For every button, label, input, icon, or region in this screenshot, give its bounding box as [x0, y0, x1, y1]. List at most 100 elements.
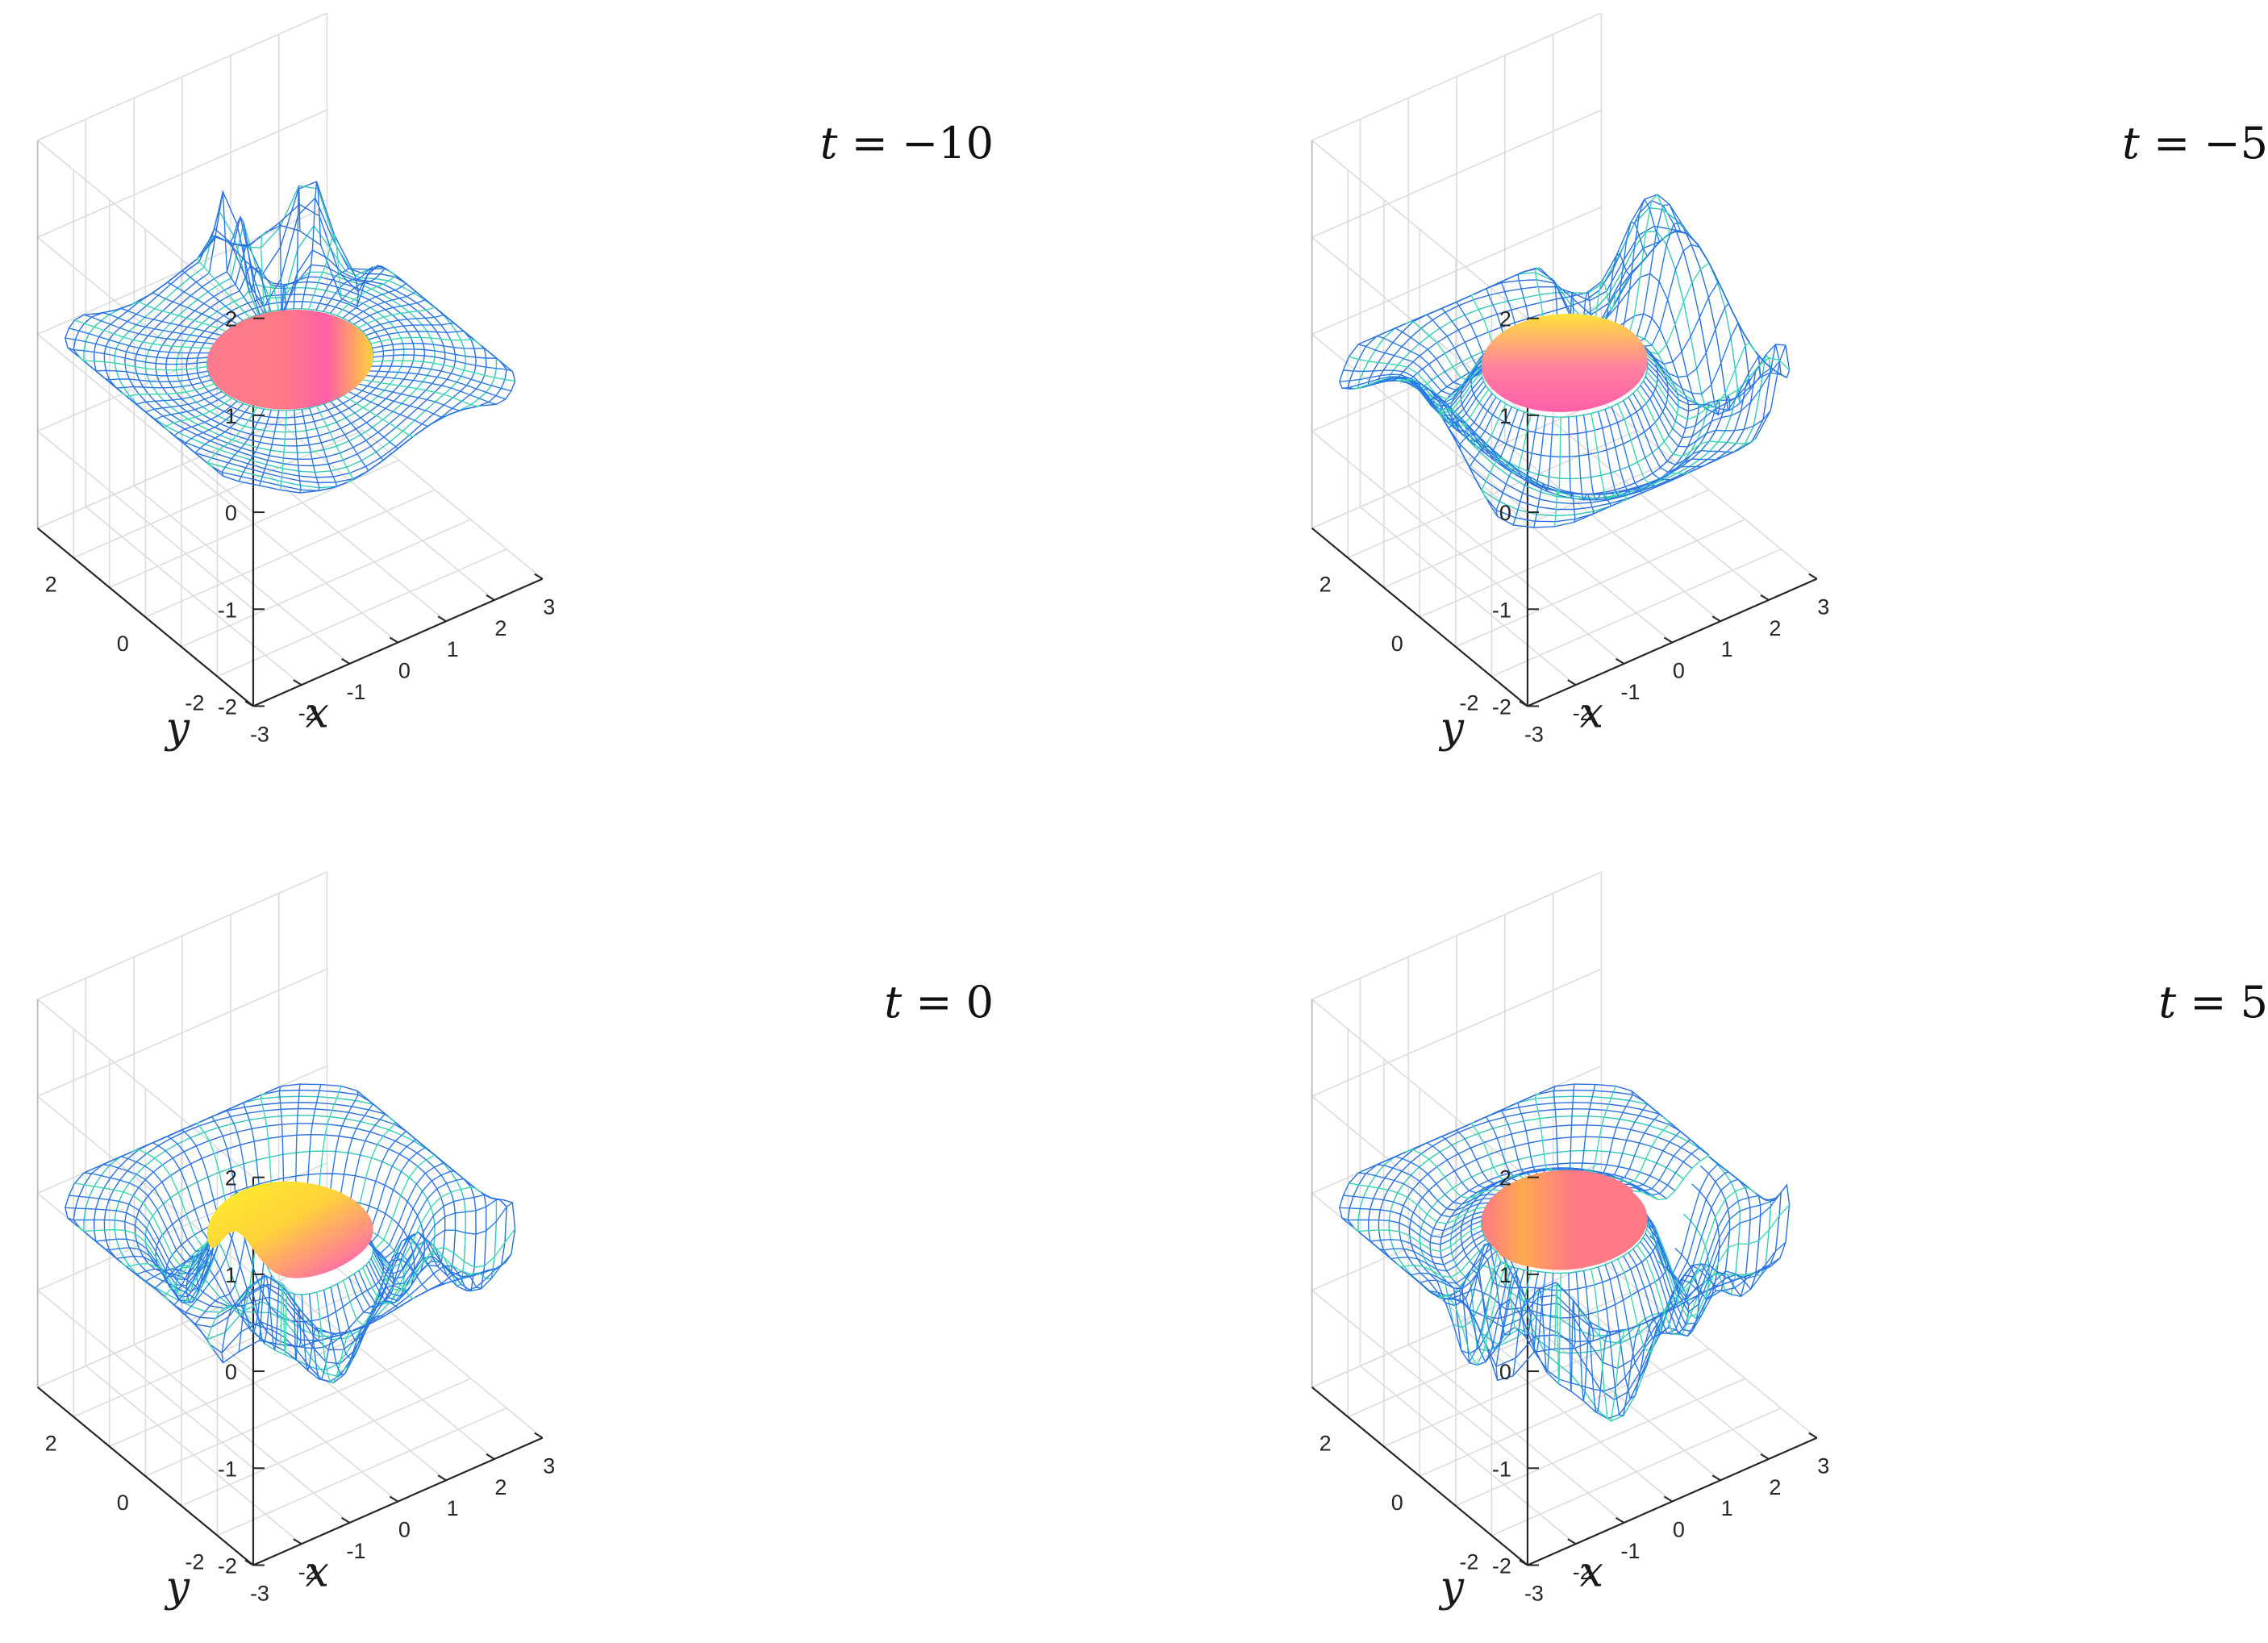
- mesh-spoke: [67, 347, 207, 365]
- mesh-spoke: [1575, 1271, 1595, 1401]
- mesh-spoke: [316, 1292, 354, 1384]
- mesh-spoke: [1456, 1129, 1518, 1184]
- mesh-spoke: [98, 373, 210, 382]
- x-tick-label: -1: [1621, 1539, 1641, 1563]
- mesh-spoke: [87, 1234, 209, 1298]
- mesh-spoke: [1384, 1238, 1486, 1272]
- mesh-spoke: [1611, 1261, 1673, 1378]
- panel-title: t = 5: [2158, 977, 2268, 1028]
- mesh-spoke: [369, 370, 507, 400]
- x-tick-label: 1: [447, 637, 459, 661]
- mesh-spoke: [348, 287, 416, 322]
- x-axis-label: x: [1580, 689, 1603, 737]
- y-tick-label: 0: [1391, 1491, 1403, 1515]
- disc-patch: [1481, 314, 1648, 412]
- mesh-spoke: [1574, 1084, 1596, 1172]
- z-tick-label: 2: [225, 1166, 237, 1191]
- z-tick-label: 0: [225, 501, 237, 525]
- mesh-spoke: [1568, 416, 1576, 523]
- panel-2: 2 1 0 -1 -2 2 0 -2 -3 -2 -1 0 1 2 3 x y t = −5: [1311, 12, 2268, 753]
- mesh-spoke: [1617, 1258, 1691, 1353]
- mesh-spoke: [336, 398, 398, 449]
- mesh-spoke: [372, 1202, 513, 1285]
- mesh-spoke: [368, 1178, 471, 1264]
- mesh-spoke: [1632, 393, 1741, 465]
- y-tick-label: 2: [1320, 1432, 1332, 1456]
- z-tick-label: -2: [218, 694, 237, 719]
- mesh-spoke: [1361, 1229, 1483, 1259]
- mesh-spoke: [1341, 1217, 1482, 1245]
- title-relation: =: [837, 118, 902, 169]
- mesh-spoke: [1419, 1250, 1497, 1290]
- x-axis-label: x: [1580, 1548, 1603, 1596]
- mesh-spoke: [221, 408, 265, 477]
- tick-labels: 2 1 0 -1 -2 2 0 -2 -3 -2 -1 0 1 2 3: [45, 307, 556, 747]
- z-tick-label: 2: [1499, 1166, 1511, 1191]
- y-axis-line: [36, 1386, 254, 1566]
- mesh-spoke: [1351, 1225, 1482, 1253]
- mesh-spoke: [323, 403, 369, 475]
- y-tick-label: 0: [117, 632, 129, 656]
- mesh-spoke: [1636, 1164, 1722, 1275]
- mesh-spoke: [238, 409, 273, 482]
- mesh-spoke: [353, 1235, 450, 1308]
- y-tick-label: 2: [45, 573, 57, 597]
- mesh-spoke: [1632, 1154, 1710, 1201]
- x-tick-label: 1: [1721, 1496, 1733, 1520]
- mesh-spoke: [362, 314, 448, 332]
- mesh-spoke: [1349, 354, 1486, 400]
- mesh-spoke: [1642, 1236, 1781, 1332]
- z-tick-label: -2: [1492, 694, 1511, 719]
- tick-labels: 2 1 0 -1 -2 2 0 -2 -3 -2 -1 0 1 2 3: [1320, 307, 1830, 747]
- disc-surface: [206, 310, 373, 410]
- mesh-spoke: [358, 1231, 466, 1305]
- mesh-spoke: [1582, 415, 1612, 510]
- x-axis-label: x: [306, 689, 329, 737]
- y-axis-label: y: [165, 704, 190, 753]
- z-tick-label: -1: [218, 1457, 237, 1481]
- y-axis-line: [1311, 1386, 1528, 1566]
- mesh-spoke: [362, 1240, 482, 1304]
- mesh-spoke: [362, 379, 482, 407]
- mesh-spoke: [1645, 344, 1786, 430]
- mesh-spoke: [342, 277, 407, 319]
- tick-labels: 2 1 0 -1 -2 2 0 -2 -3 -2 -1 0 1 2 3: [1320, 1166, 1830, 1606]
- mesh-spoke: [1481, 413, 1532, 502]
- mesh-spoke: [1611, 1115, 1670, 1183]
- z-tick-label: 0: [1499, 1360, 1511, 1384]
- mesh-spoke: [1604, 1264, 1658, 1400]
- mesh-spoke: [243, 244, 272, 312]
- mesh-spoke: [238, 1274, 273, 1352]
- mesh-spoke: [369, 330, 471, 340]
- panel-3: 2 1 0 -1 -2 2 0 -2 -3 -2 -1 0 1 2 3 x y t = 0: [36, 871, 994, 1612]
- mesh-spoke: [330, 401, 384, 463]
- mesh-spoke: [1373, 1234, 1484, 1266]
- disc-patch: [1481, 1170, 1648, 1270]
- title-relation: =: [2140, 118, 2204, 169]
- x-tick-label: -3: [1524, 722, 1544, 746]
- mesh-spoke: [1623, 1135, 1691, 1191]
- mesh-spoke: [279, 410, 287, 490]
- mesh-spoke: [1582, 1086, 1616, 1173]
- title-value: −5: [2203, 118, 2268, 169]
- title-relation: =: [2176, 977, 2241, 1028]
- mesh-spoke: [87, 364, 208, 377]
- mesh-spoke: [259, 1274, 280, 1351]
- mesh-spoke: [77, 1225, 208, 1292]
- z-tick-label: -1: [1492, 598, 1511, 622]
- mesh-spoke: [1645, 1186, 1757, 1294]
- mesh-spoke: [358, 383, 466, 411]
- title-variable: t: [2158, 977, 2176, 1028]
- mesh-spoke: [1646, 362, 1778, 411]
- x-tick-label: 3: [1817, 595, 1829, 619]
- mesh-spoke: [98, 312, 218, 340]
- y-tick-label: 2: [45, 1432, 57, 1456]
- mesh-spoke: [370, 336, 482, 347]
- mesh-spoke: [1575, 415, 1595, 516]
- mesh-spoke: [1640, 302, 1734, 378]
- mesh-spoke: [1373, 1164, 1492, 1211]
- z-tick-label: 1: [1499, 404, 1511, 428]
- mesh-spoke: [1485, 1114, 1532, 1178]
- title-relation: =: [902, 977, 966, 1028]
